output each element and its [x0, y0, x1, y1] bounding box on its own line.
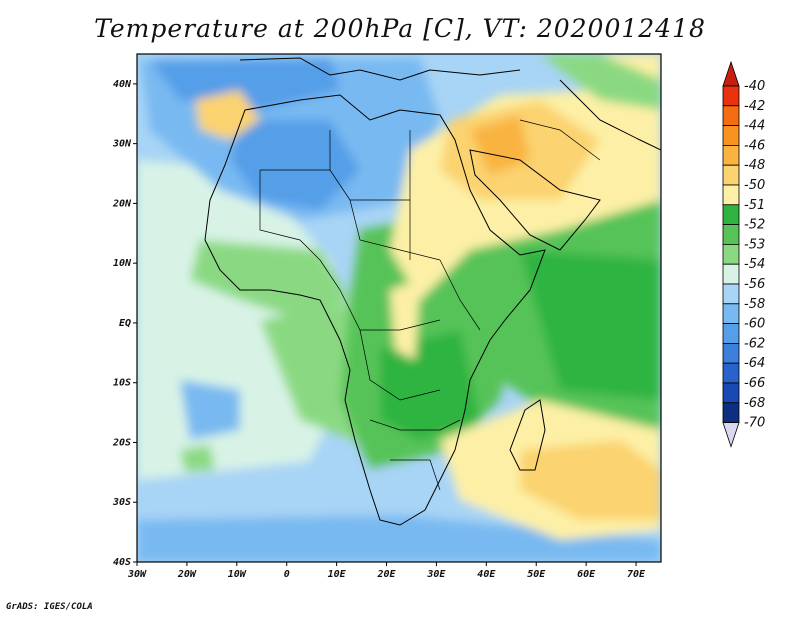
grads-credit: GrADS: IGES/COLA [6, 602, 93, 612]
temperature-field [137, 54, 661, 562]
colorbar-label: -68 [744, 396, 765, 411]
colorbar-swatch [722, 402, 740, 423]
y-tick-label: 40S [113, 557, 131, 568]
colorbar-label: -48 [744, 158, 765, 173]
colorbar-label: -56 [744, 277, 765, 292]
x-axis: 30W 20W 10W 0 10E 20E 30E 40E 50E 60E 70E [127, 562, 646, 580]
colorbar-label: -46 [744, 138, 765, 153]
y-tick-label: 30N [112, 139, 132, 150]
x-tick-label: 20E [376, 569, 396, 580]
colorbar: -40 -42 -44 -46 -48 -50 -51 -52 -53 -54 -56 -58 -60 -… [722, 60, 765, 448]
colorbar-swatch [722, 243, 740, 265]
colorbar-label: -66 [744, 376, 765, 391]
colorbar-swatch [722, 224, 740, 245]
x-tick-label: 40E [477, 569, 496, 580]
colorbar-label: -64 [744, 356, 765, 371]
colorbar-label: -58 [744, 297, 765, 312]
colorbar-swatch [722, 125, 740, 146]
x-tick-label: 70E [627, 569, 646, 580]
y-tick-label: 10N [113, 258, 132, 269]
y-tick-label: 30S [112, 497, 131, 508]
y-tick-label: 40N [113, 79, 132, 90]
map-title: Temperature at 200hPa [C], VT: 202001241… [94, 14, 706, 43]
colorbar-swatch [722, 263, 740, 285]
x-tick-label: 30E [426, 569, 446, 580]
colorbar-min-arrow [722, 422, 740, 448]
y-tick-label: 20N [112, 198, 132, 209]
map-frame [136, 53, 662, 563]
x-tick-label: 20W [177, 569, 197, 580]
colorbar-label: -44 [744, 119, 765, 134]
colorbar-label: -50 [744, 178, 765, 193]
x-tick-label: 0 [284, 569, 290, 580]
x-tick-label: 30W [127, 569, 147, 580]
colorbar-label: -54 [744, 257, 765, 272]
colorbar-swatch [722, 105, 740, 127]
colorbar-label: -42 [744, 99, 765, 114]
x-tick-label: 10E [328, 569, 347, 580]
colorbar-swatch [722, 323, 740, 344]
colorbar-label: -62 [744, 336, 765, 351]
country-borders [259, 119, 601, 491]
colorbar-swatch [722, 85, 740, 107]
y-tick-label: 20S [112, 437, 131, 448]
x-tick-label: 10W [228, 569, 247, 580]
colorbar-label: -53 [744, 237, 765, 252]
x-tick-label: 50E [527, 569, 546, 580]
colorbar-swatch [722, 164, 740, 186]
colorbar-label: -60 [744, 317, 765, 332]
colorbar-label: -40 [744, 79, 765, 94]
colorbar-max-arrow [722, 60, 740, 87]
colorbar-label: -52 [744, 218, 765, 233]
colorbar-swatch [722, 342, 740, 364]
colorbar-swatch [722, 144, 740, 166]
colorbar-swatch [722, 303, 740, 324]
colorbar-swatch [722, 204, 740, 226]
y-tick-label: 10S [113, 378, 131, 389]
y-tick-label: EQ [119, 318, 131, 329]
colorbar-swatch [722, 283, 740, 305]
colorbar-swatch [722, 362, 740, 384]
y-axis: 40N 30N 20N 10N EQ 10S 20S 30S 40S [112, 79, 137, 568]
coastlines [204, 57, 661, 526]
colorbar-label: -51 [744, 198, 765, 213]
colorbar-label: -70 [744, 416, 765, 431]
colorbar-swatch [722, 382, 740, 404]
x-tick-label: 60E [577, 569, 596, 580]
colorbar-swatch [722, 184, 740, 206]
